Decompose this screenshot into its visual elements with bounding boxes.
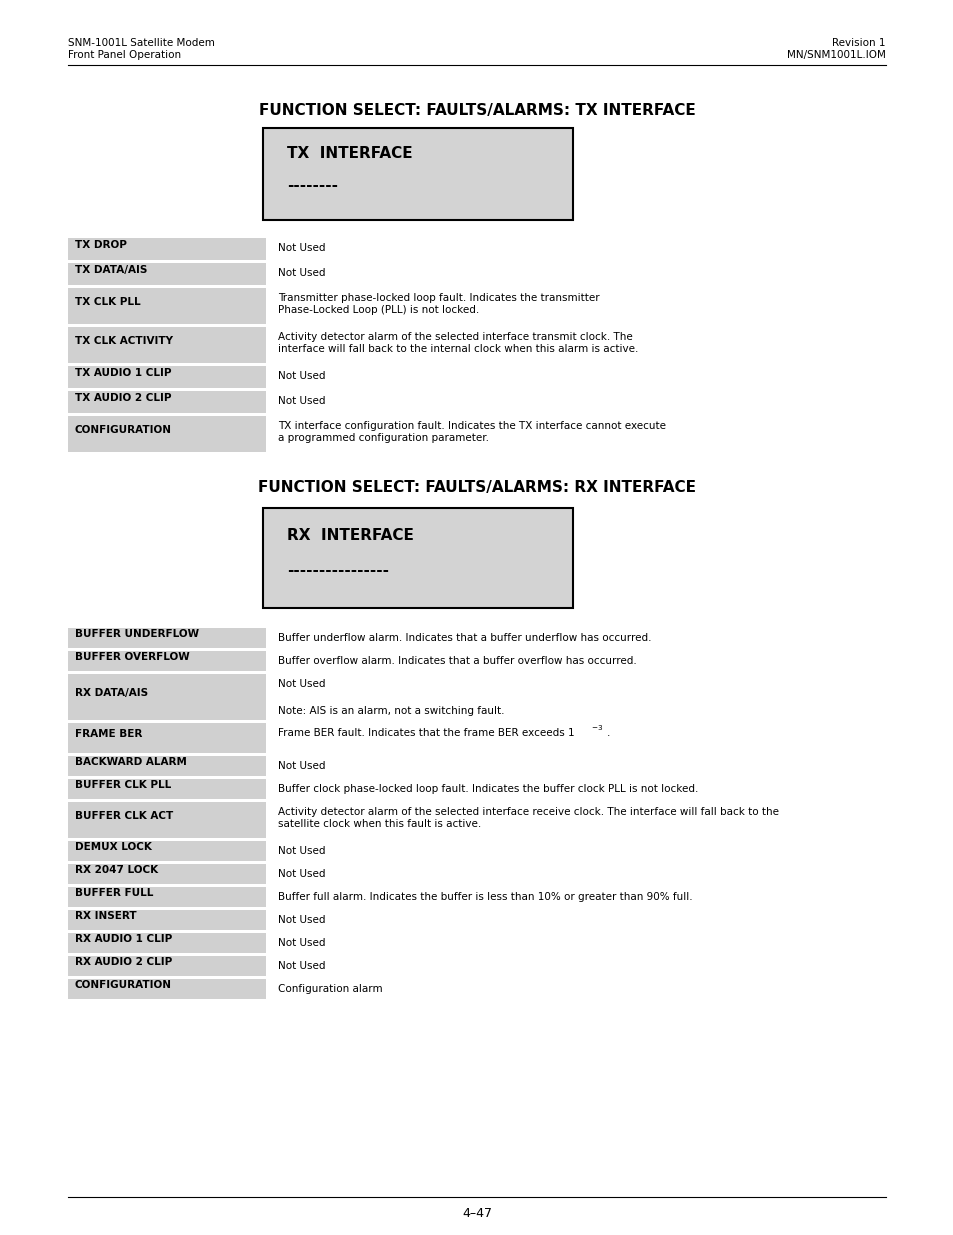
- Text: CONFIGURATION: CONFIGURATION: [75, 425, 172, 435]
- Bar: [263, 128, 573, 220]
- Text: RX  INTERFACE: RX INTERFACE: [287, 529, 414, 543]
- Text: TX AUDIO 2 CLIP: TX AUDIO 2 CLIP: [75, 393, 172, 403]
- Text: TX CLK PLL: TX CLK PLL: [75, 296, 140, 308]
- Text: BUFFER UNDERFLOW: BUFFER UNDERFLOW: [75, 629, 199, 638]
- Bar: [68, 756, 266, 776]
- Text: Front Panel Operation: Front Panel Operation: [68, 49, 181, 61]
- Bar: [68, 932, 266, 953]
- Text: Not Used: Not Used: [277, 846, 325, 856]
- Bar: [68, 288, 266, 324]
- Text: Buffer underflow alarm. Indicates that a buffer underflow has occurred.: Buffer underflow alarm. Indicates that a…: [277, 634, 651, 643]
- Bar: [68, 651, 266, 671]
- Bar: [68, 979, 266, 999]
- Text: 4–47: 4–47: [461, 1207, 492, 1220]
- Bar: [68, 722, 266, 753]
- Text: RX INSERT: RX INSERT: [75, 911, 136, 921]
- Text: Not Used: Not Used: [277, 869, 325, 879]
- Bar: [68, 327, 266, 363]
- Text: Not Used: Not Used: [277, 915, 325, 925]
- Text: BUFFER CLK PLL: BUFFER CLK PLL: [75, 781, 172, 790]
- Text: Frame BER fault. Indicates that the frame BER exceeds 1: Frame BER fault. Indicates that the fram…: [277, 727, 574, 739]
- Bar: [68, 779, 266, 799]
- Text: TX AUDIO 1 CLIP: TX AUDIO 1 CLIP: [75, 368, 172, 378]
- Bar: [68, 910, 266, 930]
- Bar: [68, 864, 266, 884]
- Text: Activity detector alarm of the selected interface receive clock. The interface w: Activity detector alarm of the selected …: [277, 806, 779, 830]
- Bar: [68, 416, 266, 452]
- Text: --------: --------: [287, 178, 337, 193]
- Text: RX DATA/AIS: RX DATA/AIS: [75, 688, 148, 698]
- Text: MN/SNM1001L.IOM: MN/SNM1001L.IOM: [786, 49, 885, 61]
- Text: Buffer full alarm. Indicates the buffer is less than 10% or greater than 90% ful: Buffer full alarm. Indicates the buffer …: [277, 892, 692, 902]
- Text: ----------------: ----------------: [287, 563, 389, 578]
- Text: FUNCTION SELECT: FAULTS/ALARMS: TX INTERFACE: FUNCTION SELECT: FAULTS/ALARMS: TX INTER…: [258, 103, 695, 119]
- Text: Not Used: Not Used: [277, 243, 325, 253]
- Text: Transmitter phase-locked loop fault. Indicates the transmitter
Phase-Locked Loop: Transmitter phase-locked loop fault. Ind…: [277, 293, 599, 315]
- Bar: [68, 391, 266, 412]
- Text: $^{-3}$: $^{-3}$: [590, 725, 602, 735]
- Text: TX  INTERFACE: TX INTERFACE: [287, 146, 413, 161]
- Bar: [68, 956, 266, 976]
- Bar: [68, 629, 266, 648]
- Text: Activity detector alarm of the selected interface transmit clock. The
interface : Activity detector alarm of the selected …: [277, 332, 638, 354]
- Text: TX interface configuration fault. Indicates the TX interface cannot execute
a pr: TX interface configuration fault. Indica…: [277, 421, 665, 443]
- Text: BUFFER CLK ACT: BUFFER CLK ACT: [75, 811, 173, 821]
- Text: TX DROP: TX DROP: [75, 240, 127, 249]
- Bar: [68, 802, 266, 839]
- Text: Buffer overflow alarm. Indicates that a buffer overflow has occurred.: Buffer overflow alarm. Indicates that a …: [277, 656, 636, 666]
- Text: DEMUX LOCK: DEMUX LOCK: [75, 842, 152, 852]
- Text: TX DATA/AIS: TX DATA/AIS: [75, 266, 147, 275]
- Text: Not Used: Not Used: [277, 396, 325, 406]
- Text: Not Used: Not Used: [277, 761, 325, 771]
- Text: BUFFER OVERFLOW: BUFFER OVERFLOW: [75, 652, 190, 662]
- Text: Note: AIS is an alarm, not a switching fault.: Note: AIS is an alarm, not a switching f…: [277, 694, 504, 716]
- Text: RX AUDIO 2 CLIP: RX AUDIO 2 CLIP: [75, 957, 172, 967]
- Text: Not Used: Not Used: [277, 679, 325, 689]
- Text: Configuration alarm: Configuration alarm: [277, 984, 382, 994]
- Bar: [68, 263, 266, 285]
- Bar: [68, 238, 266, 261]
- Text: Not Used: Not Used: [277, 268, 325, 278]
- Text: TX CLK ACTIVITY: TX CLK ACTIVITY: [75, 336, 172, 346]
- Text: Not Used: Not Used: [277, 961, 325, 971]
- Text: BUFFER FULL: BUFFER FULL: [75, 888, 153, 898]
- Text: Revision 1: Revision 1: [832, 38, 885, 48]
- Text: Not Used: Not Used: [277, 939, 325, 948]
- Text: CONFIGURATION: CONFIGURATION: [75, 981, 172, 990]
- Text: FUNCTION SELECT: FAULTS/ALARMS: RX INTERFACE: FUNCTION SELECT: FAULTS/ALARMS: RX INTER…: [257, 480, 696, 495]
- Text: SNM-1001L Satellite Modem: SNM-1001L Satellite Modem: [68, 38, 214, 48]
- Text: .: .: [606, 727, 610, 739]
- Text: Buffer clock phase-locked loop fault. Indicates the buffer clock PLL is not lock: Buffer clock phase-locked loop fault. In…: [277, 784, 698, 794]
- Bar: [68, 887, 266, 906]
- Text: BACKWARD ALARM: BACKWARD ALARM: [75, 757, 187, 767]
- Bar: [68, 841, 266, 861]
- Bar: [263, 508, 573, 608]
- Bar: [68, 366, 266, 388]
- Text: FRAME BER: FRAME BER: [75, 729, 142, 739]
- Text: Not Used: Not Used: [277, 370, 325, 382]
- Bar: [68, 674, 266, 720]
- Text: RX 2047 LOCK: RX 2047 LOCK: [75, 864, 158, 876]
- Text: RX AUDIO 1 CLIP: RX AUDIO 1 CLIP: [75, 934, 172, 944]
